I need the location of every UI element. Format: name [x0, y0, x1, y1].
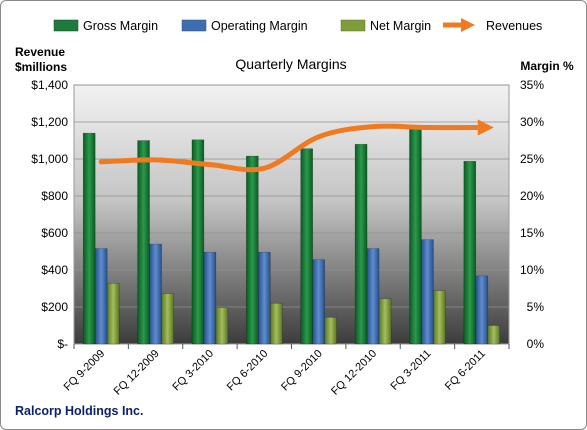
left-tick-label: $200: [41, 300, 68, 314]
legend-item-net-margin: Net Margin: [340, 19, 431, 33]
left-tick-label: $600: [41, 226, 68, 240]
x-tick-label: FQ 12-2010: [329, 348, 379, 398]
bar-operating-margin: [94, 248, 108, 345]
right-tick-label: 10%: [520, 263, 544, 277]
x-tick-label: FQ 9-2009: [62, 348, 108, 394]
x-tick-label: FQ 6-2010: [225, 348, 271, 394]
left-tick-label: $1,000: [31, 152, 68, 166]
bar-net-margin: [487, 325, 501, 345]
legend-item-gross-margin: Gross Margin: [53, 19, 158, 33]
right-tick-label: 15%: [520, 226, 544, 240]
legend-label: Net Margin: [370, 19, 431, 33]
left-tick-label: $400: [41, 263, 68, 277]
bar-gross-margin: [300, 148, 313, 345]
x-tick-label: FQ 3-2011: [388, 348, 433, 393]
left-tick-label: $800: [41, 189, 68, 203]
legend-label: Revenues: [486, 19, 542, 33]
revenues-line: [98, 123, 485, 173]
bar-operating-margin: [366, 248, 380, 345]
x-tick-label: FQ 6-2011: [443, 348, 488, 393]
legend-item-revenues: Revenues: [443, 18, 542, 33]
left-tick-label: $1,400: [31, 78, 68, 92]
legend-label: Operating Margin: [211, 19, 308, 33]
legend: Gross Margin Operating Margin Net Margin…: [53, 18, 542, 33]
bar-net-margin: [270, 303, 283, 345]
bar-net-margin: [106, 283, 120, 345]
right-tick-label: 5%: [527, 300, 545, 314]
x-tick-label: FQ 9-2010: [279, 348, 325, 394]
right-tick-label: 0%: [527, 337, 545, 351]
footer-company-name: Ralcorp Holdings Inc.: [15, 404, 144, 418]
left-tick-label: $1,200: [31, 115, 68, 129]
bar-net-margin: [324, 317, 337, 345]
right-tick-label: 30%: [520, 115, 544, 129]
x-tick-label: FQ 12-2009: [112, 348, 162, 398]
left-axis-title-line1: Revenue: [15, 45, 65, 59]
bar-gross-margin: [246, 155, 259, 345]
bar-operating-margin: [258, 251, 271, 345]
bar-layer: [82, 129, 501, 345]
bar-operating-margin: [149, 243, 162, 345]
bar-gross-margin: [409, 129, 422, 345]
legend-item-operating-margin: Operating Margin: [181, 19, 308, 33]
left-axis-title-line2: $millions: [15, 60, 67, 74]
right-axis-title: Margin %: [520, 59, 574, 73]
bar-net-margin: [433, 290, 446, 345]
bar-operating-margin: [475, 275, 489, 345]
bar-gross-margin: [82, 132, 96, 345]
right-tick-label: 35%: [520, 78, 544, 92]
bar-gross-margin: [354, 143, 368, 345]
bar-operating-margin: [421, 239, 434, 345]
right-tick-label: 25%: [520, 152, 544, 166]
bar-gross-margin: [463, 160, 477, 345]
bar-operating-margin: [312, 259, 325, 345]
left-tick-label: $-: [57, 337, 68, 351]
bar-gross-margin: [191, 139, 205, 345]
bar-net-margin: [215, 307, 229, 345]
chart-title: Quarterly Margins: [235, 56, 346, 72]
x-tick-label: FQ 3-2010: [170, 348, 216, 394]
bar-operating-margin: [203, 251, 217, 345]
line-layer: [98, 119, 494, 173]
bar-gross-margin: [137, 140, 150, 345]
right-tick-label: 20%: [520, 189, 544, 203]
legend-label: Gross Margin: [83, 19, 158, 33]
bar-net-margin: [378, 298, 392, 345]
bar-net-margin: [161, 293, 174, 345]
revenues-arrowhead: [477, 119, 494, 136]
